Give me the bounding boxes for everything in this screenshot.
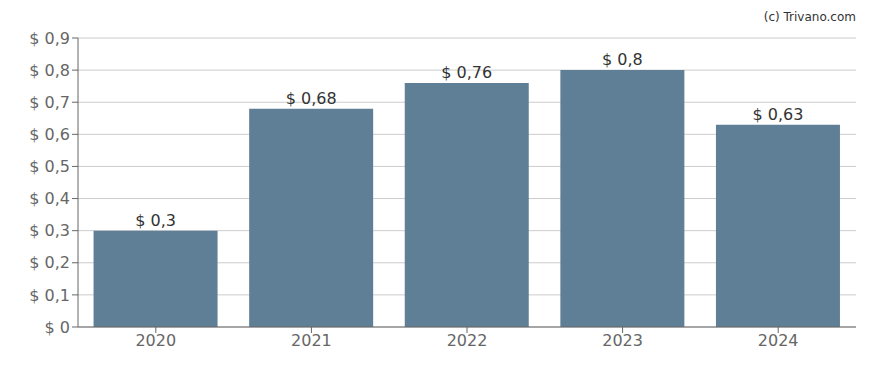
svg-text:$ 0,6: $ 0,6 [29, 125, 70, 144]
svg-text:2024: 2024 [758, 331, 799, 350]
svg-text:2020: 2020 [135, 331, 176, 350]
svg-text:$ 0,5: $ 0,5 [29, 157, 70, 176]
svg-text:$ 0,9: $ 0,9 [29, 29, 70, 48]
svg-text:$ 0,63: $ 0,63 [753, 105, 804, 124]
svg-text:2023: 2023 [602, 331, 643, 350]
svg-text:$ 0: $ 0 [45, 318, 70, 337]
svg-text:$ 0,8: $ 0,8 [29, 61, 70, 80]
html-text:(c) Trivano.com: (c) Trivano.com [763, 10, 856, 24]
svg-text:$ 0,7: $ 0,7 [29, 93, 70, 112]
svg-text:$ 0,3: $ 0,3 [29, 221, 70, 240]
svg-text:$ 0,76: $ 0,76 [441, 63, 492, 82]
svg-text:$ 0,2: $ 0,2 [29, 253, 70, 272]
svg-text:$ 0,4: $ 0,4 [29, 189, 70, 208]
svg-text:$ 0,3: $ 0,3 [135, 211, 176, 230]
svg-text:2022: 2022 [447, 331, 488, 350]
svg-text:$ 0,1: $ 0,1 [29, 286, 70, 305]
svg-text:$ 0,68: $ 0,68 [286, 89, 337, 108]
svg-text:2021: 2021 [291, 331, 332, 350]
svg-text:$ 0,8: $ 0,8 [602, 50, 643, 69]
